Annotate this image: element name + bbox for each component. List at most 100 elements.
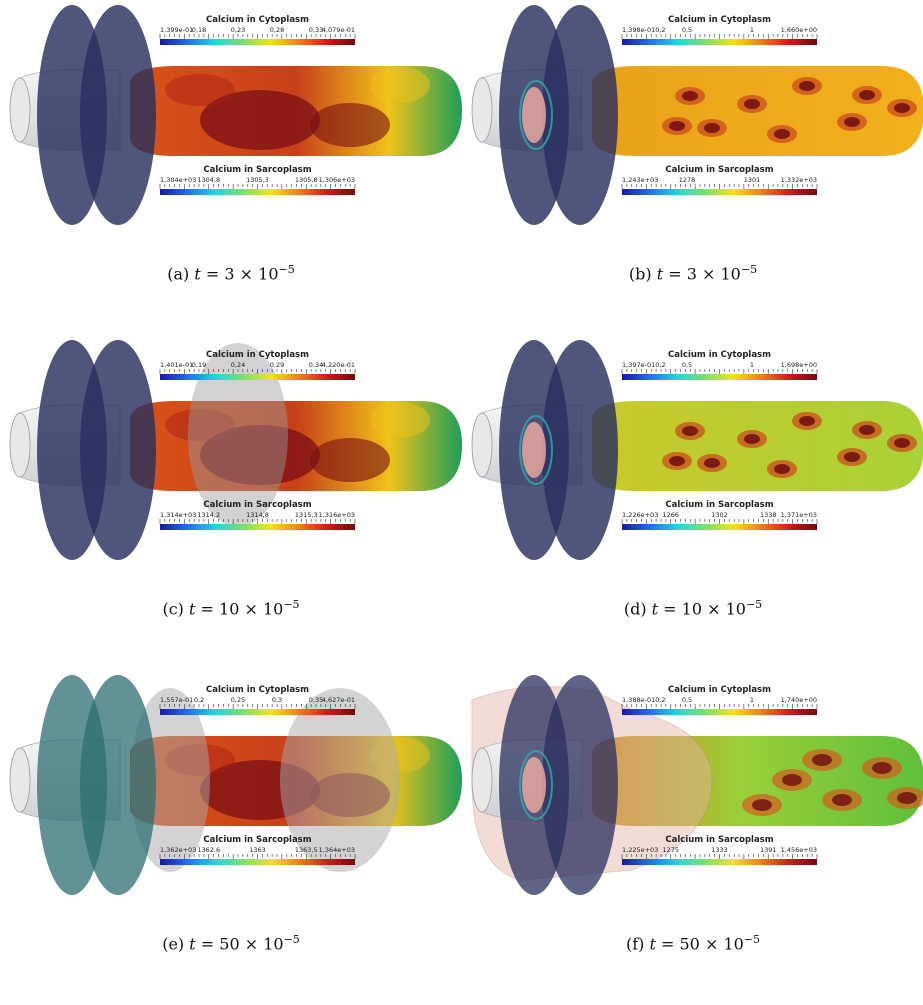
sarcoplasm-colorbar-tick-label: 1363,5: [295, 846, 318, 854]
sarcoplasm-colorbar-tick-label: 1338: [760, 511, 777, 519]
cytoplasm-colorbar-tick-label: 1,698e+00: [781, 361, 817, 369]
cytoplasm-colorbar-tick-label: 0,25: [231, 696, 245, 704]
sarcoplasm-colorbar-tick-label: 1278: [679, 176, 696, 184]
caption-label: (e): [162, 934, 190, 954]
calcium-hotspot: [832, 794, 852, 806]
disc-right: [542, 675, 618, 895]
sarcoplasm-membrane: [280, 688, 400, 872]
junction-ring: [519, 80, 553, 150]
calcium-hotspot: [370, 402, 430, 438]
calcium-hotspot: [812, 754, 832, 766]
cytoplasm-colorbar-tick-label: 4,079e-01: [322, 26, 355, 34]
panel-caption: (a) t = 3 × 10−5: [0, 263, 462, 283]
panel-caption: (e) t = 50 × 10−5: [0, 933, 462, 953]
cytoplasm-colorbar-tick-label: 0,35: [309, 696, 323, 704]
cytoplasm-colorbar-title: Calcium in Cytoplasm: [206, 350, 309, 360]
panel-caption: (f) t = 50 × 10−5: [462, 933, 923, 953]
cytoplasm-colorbar-tick-label: 1,399e-01: [160, 26, 193, 34]
sarcoplasm-colorbar-tick-label: 1,456e+03: [781, 846, 817, 854]
sarcoplasm-colorbar-tick-label: 1304,8: [197, 176, 220, 184]
sarcoplasm-colorbar-tick-label: 1305,8: [295, 176, 318, 184]
cytoplasm-colorbar-tick-label: 4,627e-01: [322, 696, 355, 704]
cytoplasm-colorbar-tick-label: 0,28: [270, 26, 284, 34]
cytoplasm-colorbar-tick-label: 0,33: [309, 26, 323, 34]
cytoplasm-colorbar: Calcium in Cytoplasm 1,399e-010,18 0,23 0,2…: [159, 15, 356, 45]
calcium-hotspot: [774, 129, 790, 139]
sarcoplasm-membrane: [188, 343, 288, 527]
caption-exponent: −5: [283, 933, 300, 946]
cytoplasm-colorbar-tick-label: 0,29: [270, 361, 284, 369]
sarcoplasm-colorbar: Calcium in Sarcoplasm 1,243e+03 1278 1301 1,…: [621, 165, 818, 195]
calcium-hotspot: [200, 425, 320, 485]
cytoplasm-colorbar-tick-label: 4,220e-01: [322, 361, 355, 369]
disc-right: [80, 675, 156, 895]
disc-right: [542, 5, 618, 225]
panel-caption: (d) t = 10 × 10−5: [462, 598, 923, 618]
junction-ring: [519, 415, 553, 485]
caption-variable: t: [194, 264, 201, 284]
calcium-hotspot: [669, 456, 685, 466]
stub-cap: [471, 747, 493, 813]
sarcoplasm-colorbar-tick-label: 1314,2: [197, 511, 220, 519]
sarcoplasm-colorbar-title: Calcium in Sarcoplasm: [665, 835, 773, 845]
calcium-hotspot: [894, 103, 910, 113]
junction-ring: [519, 750, 553, 820]
cytoplasm-colorbar-gradient: [160, 709, 355, 715]
sarcoplasm-colorbar-gradient: [622, 524, 817, 530]
cytoplasm-colorbar-tick-label: 0,34: [309, 361, 323, 369]
stub-cap: [9, 77, 31, 143]
cytoplasm-colorbar-gradient: [622, 709, 817, 715]
caption-value: = 3 × 10: [663, 264, 741, 284]
calcium-hotspot: [799, 416, 815, 426]
caption-exponent: −5: [745, 598, 763, 611]
junction-core: [522, 87, 546, 143]
calcium-hotspot: [682, 426, 698, 436]
cytoplasm-colorbar-tick-label: 0,5: [682, 361, 692, 369]
caption-exponent: −5: [283, 598, 300, 611]
calcium-hotspot: [165, 74, 235, 106]
calcium-hotspot: [799, 81, 815, 91]
panel-caption: (c) t = 10 × 10−5: [0, 598, 462, 618]
stub-cap: [471, 77, 493, 143]
caption-variable: t: [656, 264, 664, 284]
panel-b: Calcium in Cytoplasm 1,398e-010,2 0,5 1 1,66…: [462, 0, 923, 335]
cytoplasm-colorbar-tick-label: 0,24: [231, 361, 245, 369]
panel-a: Calcium in Cytoplasm 1,399e-01 0,18 0,23 0,2…: [0, 0, 462, 335]
cytoplasm-colorbar-tick-label: 0,3: [272, 696, 282, 704]
sarcoplasm-colorbar: Calcium in Sarcoplasm 1,314e+03 1314,2 1314…: [159, 500, 356, 530]
cytoplasm-colorbar-title: Calcium in Cytoplasm: [206, 685, 309, 695]
cytoplasm-colorbar-tick-label: 1,660e+00: [781, 26, 817, 34]
caption-label: (f): [625, 934, 650, 954]
sarcoplasm-colorbar-title: Calcium in Sarcoplasm: [203, 165, 311, 175]
calcium-hotspot: [669, 121, 685, 131]
sarcoplasm-colorbar-tick-label: 1,371e+03: [781, 511, 817, 519]
stub-cap: [471, 412, 493, 478]
calcium-hotspot: [682, 91, 698, 101]
cytoplasm-colorbar-tick-label: 1,397e-010,2: [622, 361, 666, 369]
caption-variable: t: [651, 599, 659, 619]
cytoplasm-colorbar-tick-label: 1: [750, 26, 754, 34]
sarcoplasm-colorbar: Calcium in Sarcoplasm 1,362e+03 1362,6 1363…: [159, 835, 356, 865]
cytoplasm-colorbar-tick-label: 1,557e-01: [160, 696, 193, 704]
cytoplasm-colorbar-title: Calcium in Cytoplasm: [668, 15, 771, 25]
sarcoplasm-colorbar-tick-label: 1,243e+03: [622, 176, 658, 184]
simulation-render: Calcium in Cytoplasm 1,557e-01 0,2 0,25 0,3 0…: [9, 675, 462, 895]
cytoplasm-colorbar-tick-label: 1,398e-010,2: [622, 26, 666, 34]
calcium-hotspot: [859, 90, 875, 100]
disc-right: [80, 5, 156, 225]
calcium-hotspot: [370, 67, 430, 103]
cytoplasm-colorbar-title: Calcium in Cytoplasm: [206, 15, 309, 25]
sarcoplasm-colorbar-tick-label: 1,364e+03: [319, 846, 355, 854]
sarcoplasm-colorbar-tick-label: 1333: [711, 846, 728, 854]
panel-d: Calcium in Cytoplasm 1,397e-010,2 0,5 1 1,69…: [462, 335, 923, 670]
calcium-hotspot: [774, 464, 790, 474]
panel-caption: (b) t = 3 × 10−5: [462, 263, 923, 283]
calcium-hotspot: [744, 434, 760, 444]
sarcoplasm-colorbar-tick-label: 1,306e+03: [319, 176, 355, 184]
stub-cap: [9, 412, 31, 478]
sarcoplasm-colorbar-tick-label: 1,304e+03: [160, 176, 196, 184]
calcium-hotspot: [704, 458, 720, 468]
cytoplasm-colorbar-tick-label: 0,5: [682, 696, 692, 704]
calcium-hotspot: [310, 103, 390, 147]
